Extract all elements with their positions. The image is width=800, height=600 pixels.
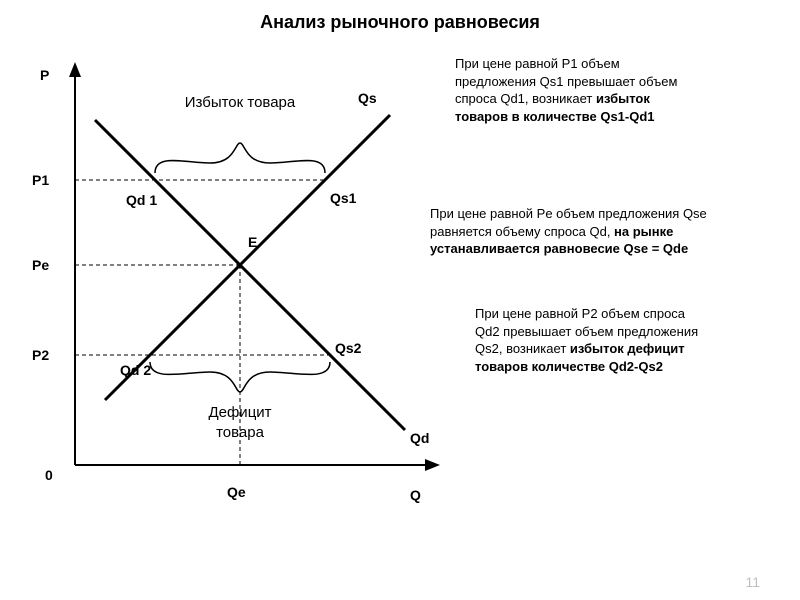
- deficit-label-line2: товара: [216, 424, 265, 441]
- annotation-p1: При цене равной P1 объем предложения Qs1…: [455, 55, 775, 125]
- annotation-p2-line3: Qs2, возникает: [475, 341, 570, 356]
- surplus-label: Избыток товара: [185, 94, 296, 111]
- annotation-pe-line2: равняется объему спроса Qd,: [430, 224, 614, 239]
- annotation-p2-bold2: товаров количестве Qd2-Qs2: [475, 359, 663, 374]
- qs2-label: Qs2: [335, 340, 362, 356]
- annotation-p1-bold2: товаров в количестве Qs1-Qd1: [455, 109, 655, 124]
- qd-line-label: Qd: [410, 430, 429, 446]
- annotation-pe-bold1: на рынке: [614, 224, 673, 239]
- annotation-p2: При цене равной P2 объем спроса Qd2 прев…: [475, 305, 775, 375]
- arrow-up-icon: [69, 62, 81, 77]
- pe-label: Pe: [32, 257, 49, 273]
- qs-line-label: Qs: [358, 90, 377, 106]
- annotation-p2-bold1: избыток дефицит: [570, 341, 685, 356]
- origin-label: 0: [45, 467, 53, 483]
- demand-curve: [95, 120, 405, 430]
- x-axis-label: Q: [410, 487, 421, 503]
- qd2-label: Qd 2: [120, 362, 151, 378]
- guide-lines: [75, 180, 330, 465]
- annotation-p2-line1: При цене равной P2 объем спроса: [475, 306, 685, 321]
- deficit-label-line1: Дефицит: [208, 404, 271, 421]
- page-title: Анализ рыночного равновесия: [0, 12, 800, 33]
- equilibrium-chart: P Q 0 P1 Pe P2 Qe Qd Qs Qd 1 Qs1 Qd 2 Qs…: [60, 65, 440, 495]
- p2-label: P2: [32, 347, 49, 363]
- qd1-label: Qd 1: [126, 192, 157, 208]
- y-axis-label: P: [40, 67, 49, 83]
- annotation-pe: При цене равной Pe объем предложения Qse…: [430, 205, 775, 258]
- e-label: E: [248, 234, 257, 250]
- annotation-pe-bold2: устанавливается равновесие Qse = Qde: [430, 241, 688, 256]
- annotation-p1-line1: При цене равной P1 объем: [455, 56, 620, 71]
- annotation-p1-line2: предложения Qs1 превышает объем: [455, 74, 677, 89]
- surplus-brace-icon: [155, 143, 325, 173]
- annotation-p1-line3: спроса Qd1, возникает: [455, 91, 596, 106]
- page-number: 11: [745, 574, 760, 590]
- arrow-right-icon: [425, 459, 440, 471]
- qe-label: Qe: [227, 484, 246, 500]
- annotation-p2-line2: Qd2 превышает объем предложения: [475, 324, 698, 339]
- supply-curve: [105, 115, 390, 400]
- qs1-label: Qs1: [330, 190, 357, 206]
- annotation-p1-bold1: избыток: [596, 91, 650, 106]
- p1-label: P1: [32, 172, 49, 188]
- chart-svg: P Q 0 P1 Pe P2 Qe Qd Qs Qd 1 Qs1 Qd 2 Qs…: [60, 65, 440, 495]
- annotation-pe-line1: При цене равной Pe объем предложения Qse: [430, 206, 707, 221]
